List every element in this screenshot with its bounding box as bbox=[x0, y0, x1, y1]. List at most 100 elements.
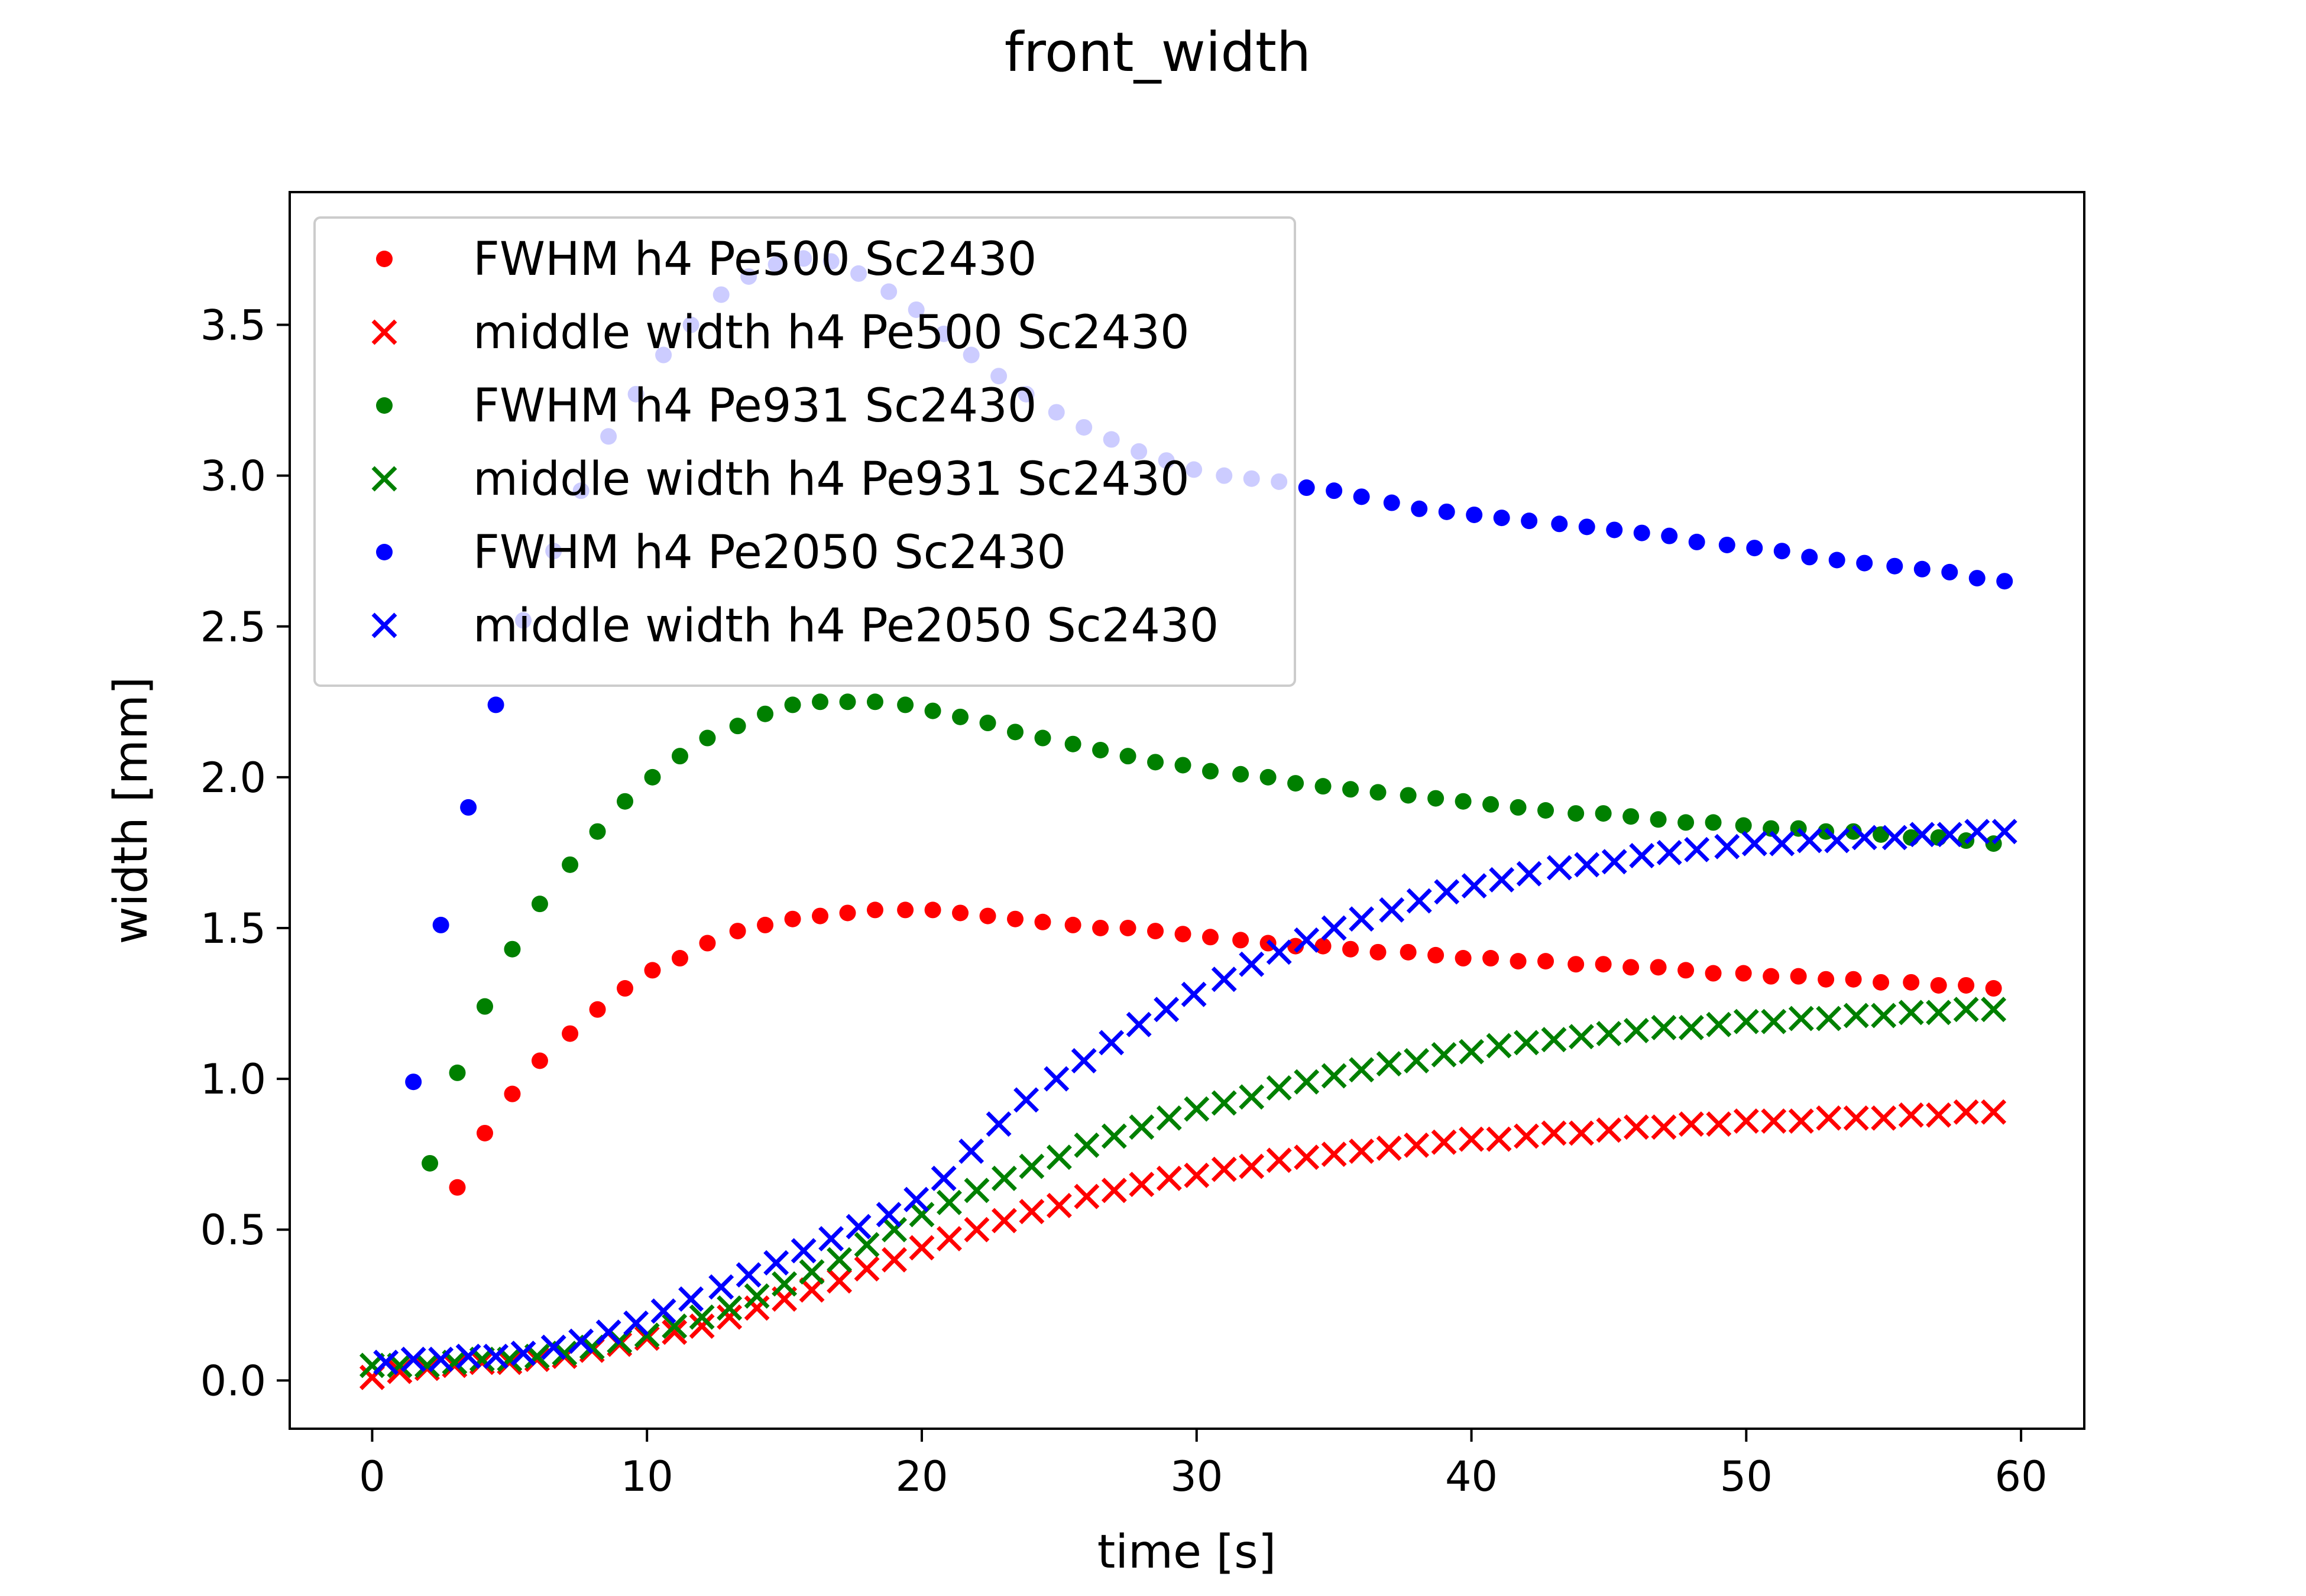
data-point bbox=[791, 1238, 817, 1264]
data-point bbox=[1406, 888, 1432, 914]
data-point bbox=[897, 901, 914, 919]
data-point bbox=[827, 1268, 853, 1294]
data-point bbox=[772, 1271, 798, 1297]
data-point bbox=[1147, 923, 1164, 940]
data-point bbox=[617, 793, 634, 810]
data-point bbox=[1898, 1102, 1924, 1128]
data-point bbox=[1294, 1069, 1320, 1095]
data-point bbox=[595, 1319, 621, 1345]
data-point bbox=[1541, 1027, 1567, 1053]
x-tick-label: 40 bbox=[1445, 1452, 1498, 1501]
legend-marker bbox=[376, 251, 393, 267]
data-point bbox=[671, 950, 688, 967]
data-point bbox=[1321, 1141, 1347, 1167]
y-tick-label: 1.0 bbox=[200, 1055, 266, 1104]
data-point bbox=[1996, 573, 2013, 590]
data-point bbox=[1459, 1126, 1485, 1152]
data-point bbox=[799, 1259, 825, 1285]
data-point bbox=[1595, 956, 1612, 973]
data-point bbox=[736, 1262, 762, 1288]
data-point bbox=[1514, 1123, 1539, 1149]
data-point bbox=[589, 1001, 606, 1018]
data-point bbox=[1184, 1162, 1210, 1188]
data-point bbox=[1202, 763, 1219, 780]
data-point bbox=[903, 1186, 929, 1212]
data-point bbox=[504, 940, 521, 958]
data-point bbox=[1968, 570, 1986, 587]
data-point bbox=[1510, 953, 1527, 970]
data-point bbox=[428, 1347, 454, 1373]
data-point bbox=[1321, 1063, 1347, 1089]
data-point bbox=[1459, 1039, 1485, 1065]
data-point bbox=[1516, 861, 1542, 887]
legend-marker bbox=[371, 612, 397, 638]
y-tick-label: 1.5 bbox=[200, 904, 266, 953]
data-point bbox=[717, 1295, 743, 1321]
data-point bbox=[1013, 1087, 1039, 1113]
data-point bbox=[678, 1286, 704, 1312]
data-point bbox=[1871, 1003, 1897, 1029]
data-point bbox=[1092, 919, 1109, 936]
legend-entry: middle width h4 Pe931 Sc2430 bbox=[371, 453, 1190, 506]
x-tick-label: 0 bbox=[359, 1452, 386, 1501]
x-tick-label: 50 bbox=[1720, 1452, 1773, 1501]
data-point bbox=[1129, 1114, 1155, 1140]
data-point bbox=[1735, 965, 1752, 982]
data-point bbox=[1790, 968, 1807, 985]
data-point bbox=[689, 1304, 715, 1330]
data-point bbox=[991, 1208, 1017, 1234]
data-point bbox=[623, 1310, 649, 1336]
data-point bbox=[1486, 1033, 1512, 1059]
data-point bbox=[1871, 1105, 1897, 1131]
data-point bbox=[1431, 1129, 1457, 1155]
data-point bbox=[784, 910, 801, 927]
data-point bbox=[1099, 1030, 1125, 1056]
data-point bbox=[1369, 784, 1387, 801]
data-point bbox=[540, 1334, 566, 1360]
data-point bbox=[1376, 1135, 1402, 1161]
x-tick-label: 60 bbox=[1995, 1452, 2048, 1501]
data-point bbox=[1379, 897, 1405, 923]
data-point bbox=[1705, 814, 1722, 831]
data-point bbox=[1567, 956, 1585, 973]
data-point bbox=[1684, 836, 1710, 862]
x-axis: 0 10 20 30 40 50 60 bbox=[359, 1429, 2048, 1501]
data-point bbox=[1851, 825, 1877, 851]
legend-marker bbox=[371, 319, 397, 345]
data-point bbox=[1714, 833, 1740, 859]
data-point bbox=[1926, 1102, 1952, 1128]
data-point bbox=[1856, 554, 1873, 572]
legend-frame bbox=[313, 216, 1296, 687]
data-point bbox=[1521, 512, 1538, 530]
data-point bbox=[1898, 1000, 1924, 1026]
data-point bbox=[936, 1189, 962, 1215]
data-point bbox=[1482, 796, 1499, 813]
data-point bbox=[757, 705, 774, 722]
data-point bbox=[1211, 1090, 1237, 1116]
data-point bbox=[991, 1166, 1017, 1191]
data-point bbox=[562, 856, 579, 873]
legend-entry: FWHM h4 Pe2050 Sc2430 bbox=[376, 526, 1066, 579]
data-point bbox=[1623, 1018, 1649, 1043]
legend-entry: FWHM h4 Pe500 Sc2430 bbox=[376, 233, 1037, 286]
data-point bbox=[1147, 754, 1164, 771]
data-point bbox=[1074, 1132, 1100, 1158]
y-tick-label: 2.5 bbox=[200, 603, 266, 651]
data-point bbox=[1574, 852, 1600, 878]
data-point bbox=[1211, 966, 1237, 992]
data-point bbox=[882, 1247, 907, 1273]
data-point bbox=[405, 1073, 422, 1091]
data-point bbox=[1510, 799, 1527, 816]
data-point bbox=[1567, 805, 1585, 822]
data-point bbox=[1926, 1000, 1952, 1026]
data-point bbox=[717, 1304, 743, 1330]
data-point bbox=[866, 693, 883, 711]
data-point bbox=[979, 715, 996, 732]
data-point bbox=[1482, 950, 1499, 967]
data-point bbox=[846, 1214, 872, 1240]
data-point bbox=[460, 799, 477, 816]
data-point bbox=[1369, 943, 1387, 961]
data-point bbox=[812, 907, 829, 924]
data-point bbox=[650, 1298, 676, 1324]
data-point bbox=[1259, 768, 1277, 786]
